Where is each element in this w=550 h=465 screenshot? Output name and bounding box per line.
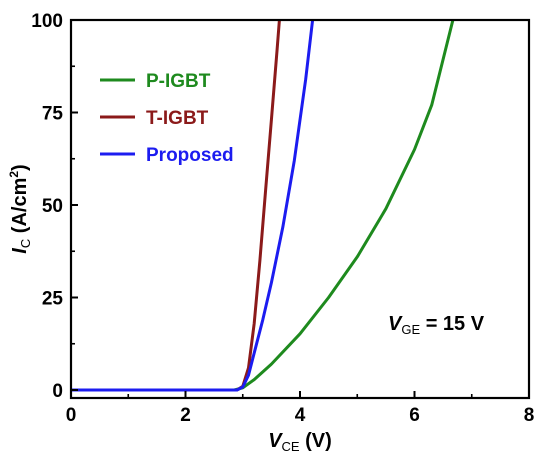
x-axis-title-sub: CE: [282, 439, 300, 454]
x-tick-label: 4: [295, 405, 306, 426]
series-line-proposed: [71, 20, 315, 392]
legend: P-IGBT T-IGBT Proposed: [100, 71, 234, 166]
vge-annotation-sub: GE: [401, 322, 420, 337]
y-axis-title-close: ): [9, 164, 31, 171]
y-axis-title-sup: 2: [7, 171, 21, 178]
legend-label-t-igbt: T-IGBT: [146, 108, 209, 129]
legend-label-p-igbt: P-IGBT: [146, 71, 211, 92]
y-axis-title-sub: C: [18, 239, 33, 248]
y-axis-title: IC (A/cm2): [7, 164, 33, 253]
x-axis-title-unit: (V): [300, 430, 332, 452]
x-tick-label: 0: [66, 405, 77, 426]
legend-label-proposed: Proposed: [146, 145, 234, 166]
y-axis-title-unit: (A/cm: [9, 178, 31, 239]
y-tick-label: 75: [42, 104, 64, 125]
series-layer: [71, 20, 455, 392]
x-axis-title-main: V: [268, 430, 283, 452]
x-tick-label: 8: [524, 405, 535, 426]
x-axis-title: VCE (V): [268, 430, 332, 454]
vge-annotation-rest: = 15 V: [420, 313, 485, 335]
y-tick-label: 0: [52, 381, 63, 402]
vge-annotation-main: V: [388, 313, 403, 335]
x-tick-label: 6: [409, 405, 420, 426]
ticks-layer: 0 2 4 6 8 0 25 50 75 100: [31, 11, 534, 426]
y-axis-title-main: I: [9, 248, 31, 254]
x-tick-label: 2: [180, 405, 191, 426]
plot-frame: [69, 18, 531, 400]
y-tick-label: 25: [42, 289, 64, 310]
vge-annotation: VGE = 15 V: [388, 313, 485, 337]
y-tick-label: 50: [42, 196, 63, 217]
y-tick-label: 100: [31, 11, 63, 32]
